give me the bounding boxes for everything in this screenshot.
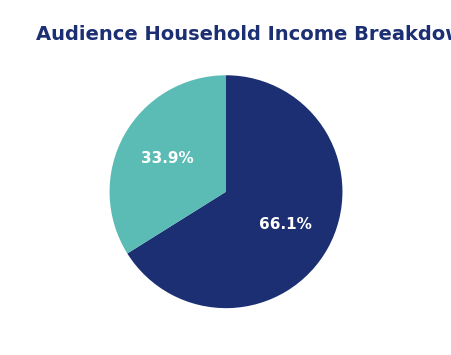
Text: Audience Household Income Breakdown: Audience Household Income Breakdown <box>36 25 451 44</box>
Text: 33.9%: 33.9% <box>140 152 193 166</box>
Wedge shape <box>127 75 342 308</box>
Text: 66.1%: 66.1% <box>258 217 311 232</box>
Wedge shape <box>109 75 226 253</box>
